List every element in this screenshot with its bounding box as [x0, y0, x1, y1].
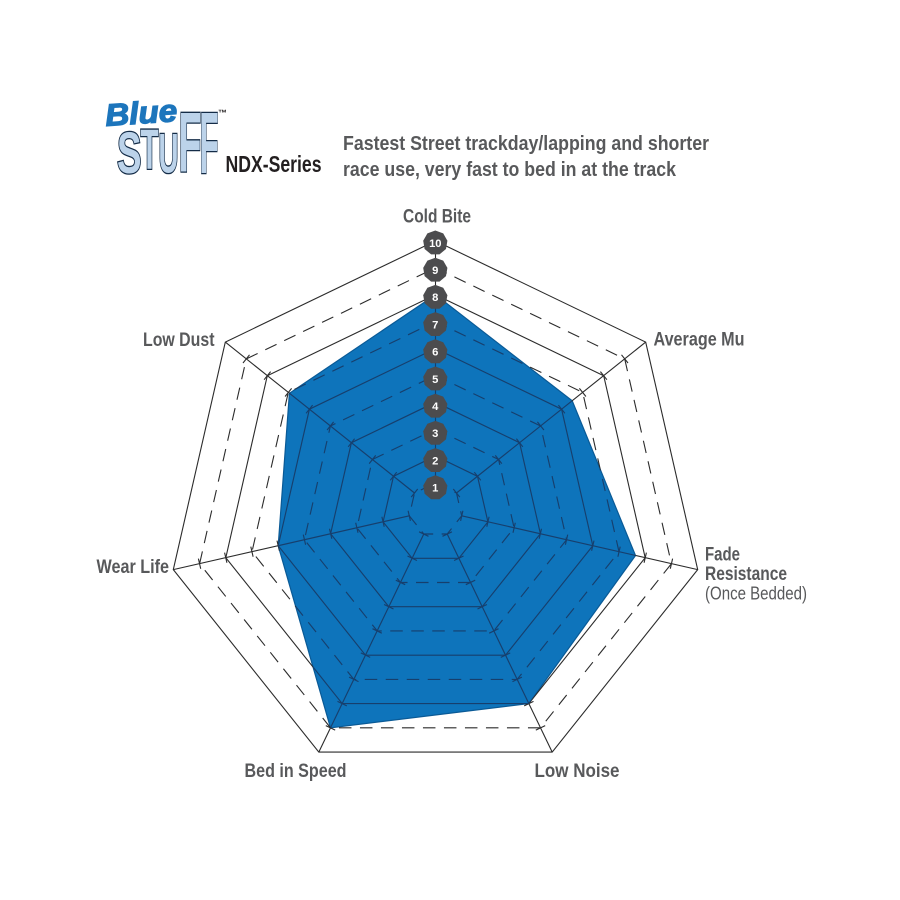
svg-text:Wear Life: Wear Life [97, 556, 170, 578]
svg-text:3: 3 [432, 428, 438, 440]
svg-text:2: 2 [432, 455, 438, 467]
svg-text:7: 7 [432, 319, 438, 331]
svg-text:Blue: Blue [104, 93, 178, 133]
svg-text:9: 9 [432, 265, 438, 277]
svg-text:4: 4 [432, 401, 439, 413]
svg-text:™: ™ [218, 108, 227, 118]
svg-text:NDX-Series: NDX-Series [226, 151, 322, 177]
svg-text:Low Noise: Low Noise [535, 760, 620, 782]
svg-text:Low Dust: Low Dust [143, 329, 215, 351]
svg-text:S: S [117, 121, 142, 186]
svg-text:Resistance: Resistance [705, 563, 787, 585]
svg-text:10: 10 [429, 238, 441, 250]
svg-text:8: 8 [432, 292, 438, 304]
svg-text:F: F [179, 96, 202, 191]
svg-text:6: 6 [432, 347, 438, 359]
svg-text:F: F [200, 95, 219, 192]
svg-text:1: 1 [432, 483, 438, 495]
svg-text:Fade: Fade [705, 544, 740, 566]
svg-text:Cold Bite: Cold Bite [403, 206, 471, 228]
svg-text:U: U [159, 122, 179, 185]
svg-text:Fastest Street trackday/lappin: Fastest Street trackday/lapping and shor… [343, 132, 709, 155]
svg-text:race use, very fast to bed in: race use, very fast to bed in at the tra… [343, 158, 677, 181]
svg-text:5: 5 [432, 374, 438, 386]
svg-text:T: T [141, 118, 159, 182]
svg-text:Average Mu: Average Mu [654, 329, 745, 351]
svg-text:(Once Bedded): (Once Bedded) [705, 583, 807, 604]
svg-text:Bed in Speed: Bed in Speed [245, 760, 347, 782]
